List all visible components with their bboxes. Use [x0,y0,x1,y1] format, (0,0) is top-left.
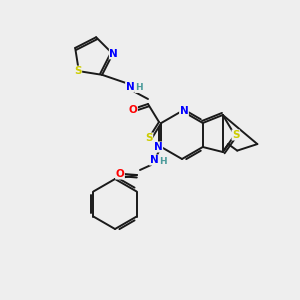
Text: N: N [110,49,118,59]
Text: N: N [154,142,163,152]
Text: N: N [180,106,188,116]
Text: H: H [159,157,167,166]
Text: O: O [116,169,124,179]
Text: N: N [126,82,134,92]
Text: N: N [150,155,158,165]
Text: S: S [232,130,239,140]
Text: S: S [145,133,153,143]
Text: H: H [135,83,143,92]
Text: S: S [74,66,82,76]
Text: O: O [129,105,137,115]
